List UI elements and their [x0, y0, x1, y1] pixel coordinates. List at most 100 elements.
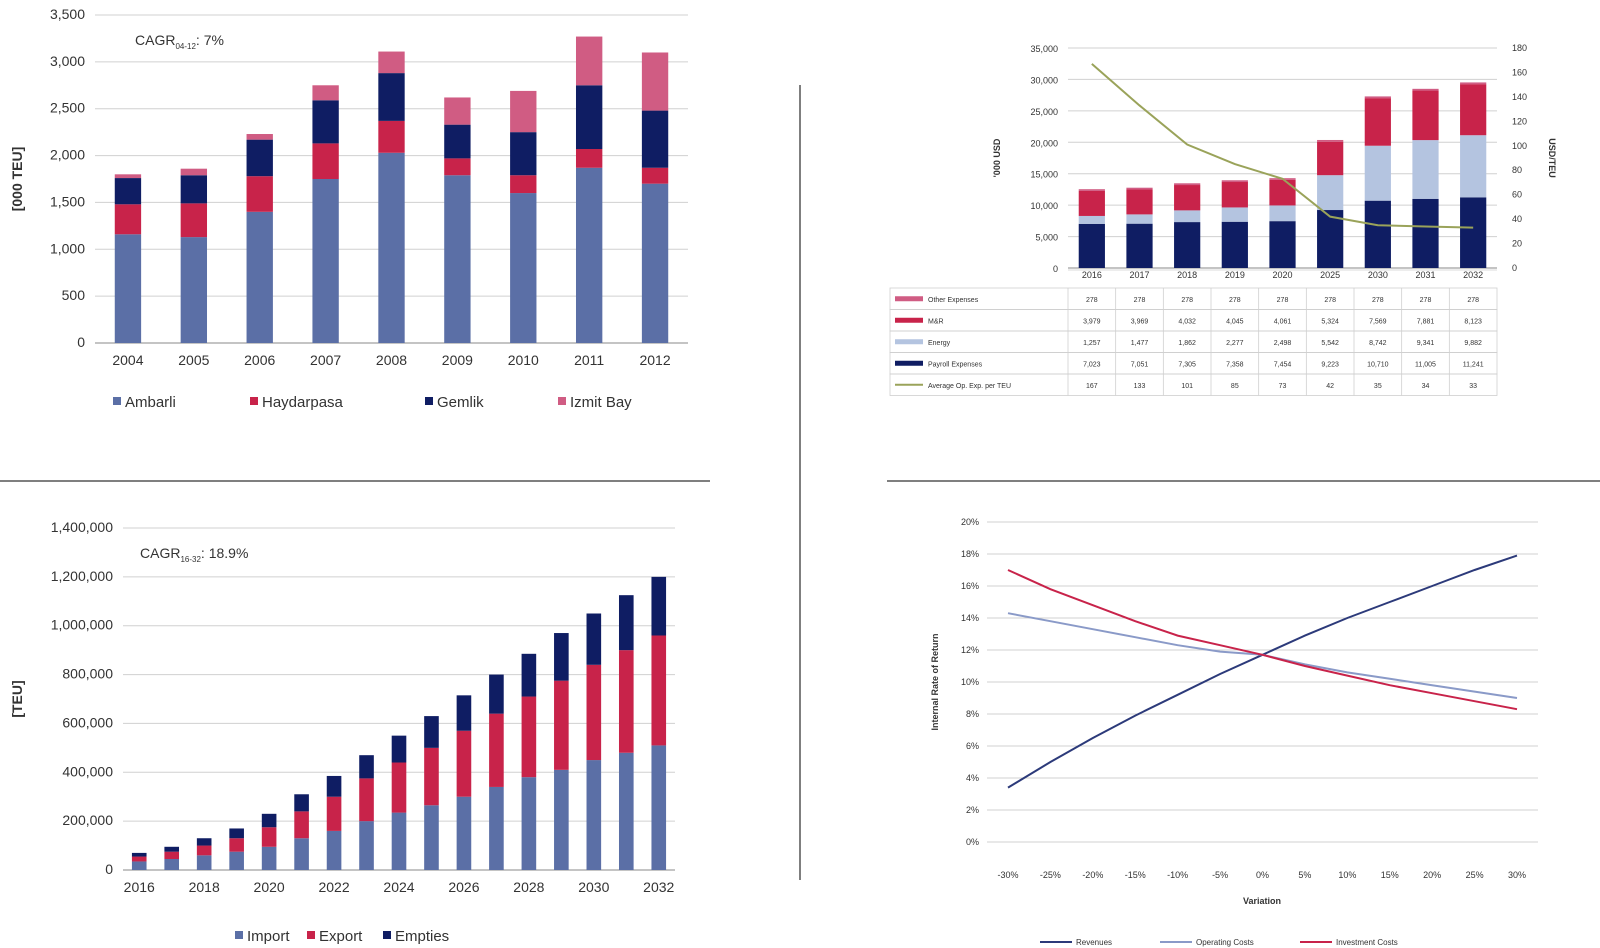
table-cell: 5,542: [1321, 340, 1339, 347]
bar-empties-2022: [326, 775, 342, 797]
bar-energy-2017: [1126, 214, 1153, 224]
bar-import-2020: [261, 846, 277, 870]
bar-other-expenses-2030: [1364, 96, 1391, 99]
bar-empties-2018: [196, 838, 212, 846]
x-tick-label: -20%: [1082, 870, 1103, 880]
x-tick-label: 2022: [318, 879, 349, 895]
y-axis-title: [000 TEU]: [9, 147, 25, 212]
table-cell: 7,569: [1369, 318, 1387, 325]
legend-label-izmit-bay: Izmit Bay: [570, 394, 632, 411]
bar-m-r-2025: [1317, 141, 1344, 176]
y-tick-label: 16%: [961, 581, 979, 591]
y-tick-label: 12%: [961, 645, 979, 655]
y-tick-label: 18%: [961, 549, 979, 559]
bar-energy-2016: [1078, 215, 1105, 224]
legend-label-empties: Empties: [395, 928, 449, 945]
y-tick-label: 20,000: [1030, 138, 1058, 148]
x-tick-label: 20%: [1423, 870, 1441, 880]
bar-import-2018: [196, 855, 212, 870]
bar-m-r-2016: [1078, 190, 1105, 216]
table-cell: 5,324: [1321, 318, 1339, 325]
irr-sensitivity-chart: 0% 2% 4% 6% 8% 10% 12% 14% 16% 18% 20% -30% -25% -20%…: [930, 517, 1538, 947]
line-avg-op-exp: [1091, 63, 1474, 229]
table-cell: 278: [1372, 297, 1384, 304]
bar-export-2029: [554, 680, 569, 770]
x-tick-label: 2030: [1368, 270, 1388, 280]
y-tick-label: 8%: [966, 709, 979, 719]
x-tick-label: -25%: [1040, 870, 1061, 880]
y-tick-label: 200,000: [62, 812, 113, 828]
legend-swatch-import: [235, 931, 243, 939]
legend-label-import: Import: [247, 928, 290, 945]
bar-import-2030: [586, 760, 602, 870]
bar-payroll-expenses-2016: [1078, 223, 1105, 268]
bar-empties-2025: [424, 716, 439, 748]
x-tick-label: 30%: [1508, 870, 1526, 880]
legend-label-haydarpasa: Haydarpasa: [262, 394, 344, 411]
legend-label-export: Export: [319, 928, 363, 945]
table-cell: 2,277: [1226, 340, 1244, 347]
y-tick-label: 800,000: [62, 666, 113, 682]
bar-other-expenses-2019: [1221, 180, 1248, 183]
teu-projection-chart: 0 200,000 400,000 600,000 800,000 1,000,000 1,…: [9, 519, 675, 945]
bar-haydarpasa-2011: [575, 149, 603, 168]
bar-import-2016: [131, 861, 147, 870]
bar-energy-2025: [1317, 175, 1344, 211]
bar-energy-2018: [1174, 210, 1201, 223]
bar-gemlik-2007: [312, 100, 339, 144]
table-cell: 3,969: [1131, 318, 1149, 325]
table-cell: 7,023: [1083, 361, 1101, 368]
table-cell: 278: [1229, 297, 1241, 304]
bar-ambarli-2008: [378, 152, 405, 343]
x-tick-label: 2011: [574, 352, 604, 368]
cagr-value: : 18.9%: [201, 545, 248, 561]
table-cell: 35: [1374, 383, 1382, 390]
bar-export-2017: [164, 851, 180, 860]
y-tick-label: 2%: [966, 805, 979, 815]
bar-other-expenses-2025: [1317, 139, 1344, 142]
y2-tick-label: 160: [1512, 67, 1527, 77]
legend-swatch-export: [307, 931, 315, 939]
bar-energy-2032: [1460, 135, 1487, 198]
bar-ambarli-2012: [641, 183, 669, 343]
table-row-label: Other Expenses: [928, 297, 979, 304]
y-tick-label: 1,200,000: [51, 568, 113, 584]
legend-swatch-empties: [383, 931, 391, 939]
bar-empties-2029: [554, 633, 569, 681]
y-tick-label: 0%: [966, 837, 979, 847]
legend-swatch-izmit-bay: [558, 397, 566, 405]
table-swatch: [895, 317, 923, 323]
legend-label-ambarli: Ambarli: [125, 394, 176, 411]
opex-chart: 0 5,000 10,000 15,000 20,000 25,000 30,000 35,0…: [889, 43, 1557, 396]
x-tick-label: 2006: [244, 352, 275, 368]
bar-empties-2023: [359, 755, 374, 779]
table-cell: 7,881: [1417, 318, 1435, 325]
bar-m-r-2020: [1269, 179, 1296, 206]
x-tick-label: 2024: [383, 879, 414, 895]
bar-empties-2028: [521, 653, 537, 697]
x-tick-label: 2028: [513, 879, 544, 895]
y-tick-label: 1,000,000: [51, 617, 113, 633]
table-cell: 10,710: [1367, 361, 1389, 368]
bar-m-r-2030: [1364, 98, 1391, 146]
y-tick-label: 3,500: [50, 6, 85, 22]
table-cell: 4,061: [1274, 318, 1292, 325]
line-revenues: [1007, 554, 1518, 789]
table-cell: 9,223: [1321, 361, 1339, 368]
table-cell: 33: [1469, 383, 1477, 390]
table-row-label: Average Op. Exp. per TEU: [928, 383, 1011, 390]
table-swatch: [895, 360, 923, 366]
y-axis-title: '000 USD: [992, 138, 1002, 177]
bar-import-2023: [359, 821, 374, 870]
y-tick-label: 1,500: [50, 193, 85, 209]
x-tick-label: -5%: [1212, 870, 1228, 880]
bar-export-2028: [521, 696, 537, 778]
bar-import-2024: [391, 812, 407, 870]
y2-tick-label: 0: [1512, 263, 1517, 273]
y2-tick-label: 40: [1512, 214, 1522, 224]
table-cell: 278: [1134, 297, 1146, 304]
bar-import-2032: [651, 745, 667, 870]
x-tick-label: 2008: [376, 352, 407, 368]
table-row-label: M&R: [928, 318, 944, 325]
table-row-border: [889, 373, 1498, 396]
